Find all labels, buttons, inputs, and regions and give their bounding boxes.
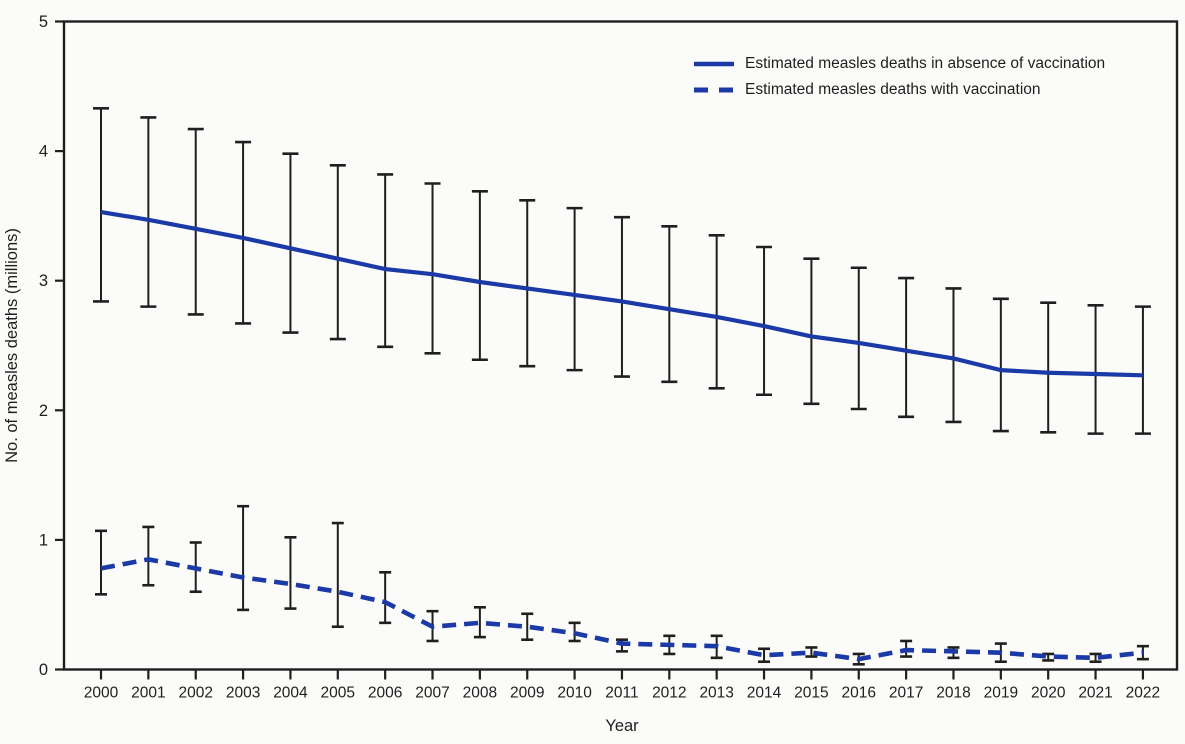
plot-frame [62,20,1179,671]
solid-line-icon [694,61,734,66]
dashed-line-icon [694,87,734,92]
x-axis-tick-label: 2014 [747,685,782,702]
x-axis-tick-label: 2002 [178,685,212,702]
plot-area: 0 1 2 3 4 5 2000 2001 2002 2003 2004 2005 2006 2007 20… [39,13,1179,702]
x-axis-tick-label: 2008 [463,685,497,702]
chart-legend: Estimated measles deaths in absence of v… [693,53,1105,100]
x-axis-tick-label: 2019 [984,685,1018,702]
series-line-absence-of-vaccination [100,209,1143,378]
x-axis-tick-label: 2013 [699,685,733,702]
x-axis-tick-label: 2018 [936,685,970,702]
legend-item-absence-of-vaccination: Estimated measles deaths in absence of v… [693,53,1105,74]
x-axis-tick-label: 2012 [652,685,686,702]
x-axis-tick-label: 2000 [84,685,119,702]
y-axis-tick-label: 1 [39,531,48,549]
legend-label-with-vaccination: Estimated measles deaths with vaccinatio… [745,80,1041,98]
x-axis-tick-label: 2007 [415,685,449,702]
x-axis-tick-label: 2016 [842,685,876,702]
x-axis-tick-label: 2022 [1126,685,1160,702]
x-axis-tick-label: 2004 [273,685,308,702]
y-axis-tick-label: 5 [39,13,48,31]
x-axis-tick-label: 2005 [321,685,355,702]
y-axis-tick-label: 3 [39,272,48,290]
x-axis-tick-label: 2021 [1078,685,1112,702]
x-axis-tick-label: 2017 [889,685,923,702]
x-axis-tick-label: 2009 [510,685,544,702]
y-axis-title: No. of measles deaths (millions) [3,228,21,463]
x-axis-tick-label: 2003 [226,685,260,702]
y-axis-tick-label: 4 [39,143,48,161]
legend-item-with-vaccination: Estimated measles deaths with vaccinatio… [693,79,1105,100]
x-axis-tick-label: 2001 [131,685,165,702]
x-axis-tick-label: 2011 [605,685,638,702]
x-axis-tick-label: 2006 [368,685,402,702]
x-axis-tick-label: 2010 [557,685,592,702]
y-axis-tick-label: 0 [39,661,48,679]
x-axis-tick-label: 2020 [1031,685,1066,702]
x-axis-tick-label: 2015 [794,685,828,702]
series-line-with-vaccination [100,557,1144,662]
x-axis-title: Year [605,717,639,735]
legend-label-absence-of-vaccination: Estimated measles deaths in absence of v… [745,54,1106,72]
y-axis-tick-label: 2 [39,402,48,420]
